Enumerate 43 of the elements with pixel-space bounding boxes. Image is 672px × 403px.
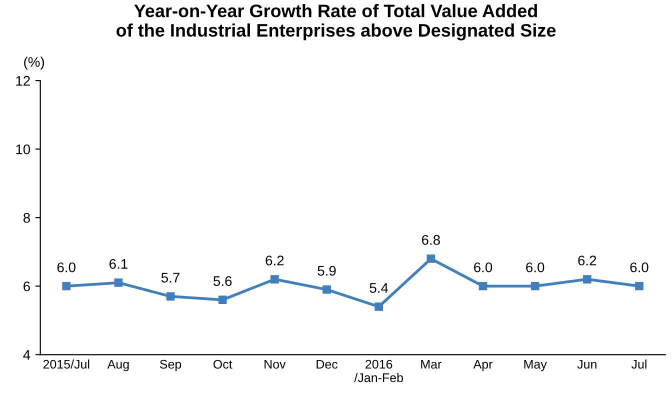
point [166,292,175,301]
data-label: 5.7 [161,272,180,283]
x-tick-label: Nov [264,360,286,369]
x-tick-label: Sep [160,360,182,372]
y-tick-label: 12 [16,76,30,86]
point [426,254,436,263]
data-label: 6.0 [474,262,492,272]
y-tick-label: 10 [16,144,30,154]
data-label: 5.4 [370,283,388,293]
point [530,282,540,290]
data-label: 6.1 [109,259,128,269]
x-tick-label: Oct [213,360,232,369]
data-label: 6.0 [526,262,544,272]
data-label: 5.6 [214,276,232,286]
x-tick-label: 2016 /Jan-Feb [354,360,403,382]
point [62,282,71,290]
data-label: 5.9 [318,266,336,276]
data-label: 6.8 [422,235,440,245]
data-label: 6.0 [630,262,648,272]
chart-title: Year-on-Year Growth Rate of Total Value Added of the Industrial Enterprises above Designated Size [116,4,556,40]
y-tick-label: 8 [23,212,30,223]
point [478,282,488,290]
y-tick-label: 4 [23,350,30,360]
point [635,282,644,290]
point [114,278,123,287]
data-label: 6.2 [578,256,596,266]
y-axis-title: (%) [24,56,44,70]
point [374,302,384,311]
x-tick-label: Mar [421,360,442,369]
x-tick-label: Jun [577,360,596,369]
x-tick-label: May [524,360,547,372]
x-tick-label: Aug [107,360,129,372]
point [322,285,331,294]
x-tick-label: Apr [473,360,493,372]
point [270,275,279,284]
data-label: 6.0 [57,262,76,272]
data-label: 6.2 [266,256,284,266]
point [582,275,592,284]
x-tick-label: 2015/Jul [43,360,90,369]
x-tick-label: Jul [631,360,646,369]
point [218,296,227,304]
y-tick-label: 6 [24,281,30,292]
x-tick-label: Dec [316,360,338,369]
